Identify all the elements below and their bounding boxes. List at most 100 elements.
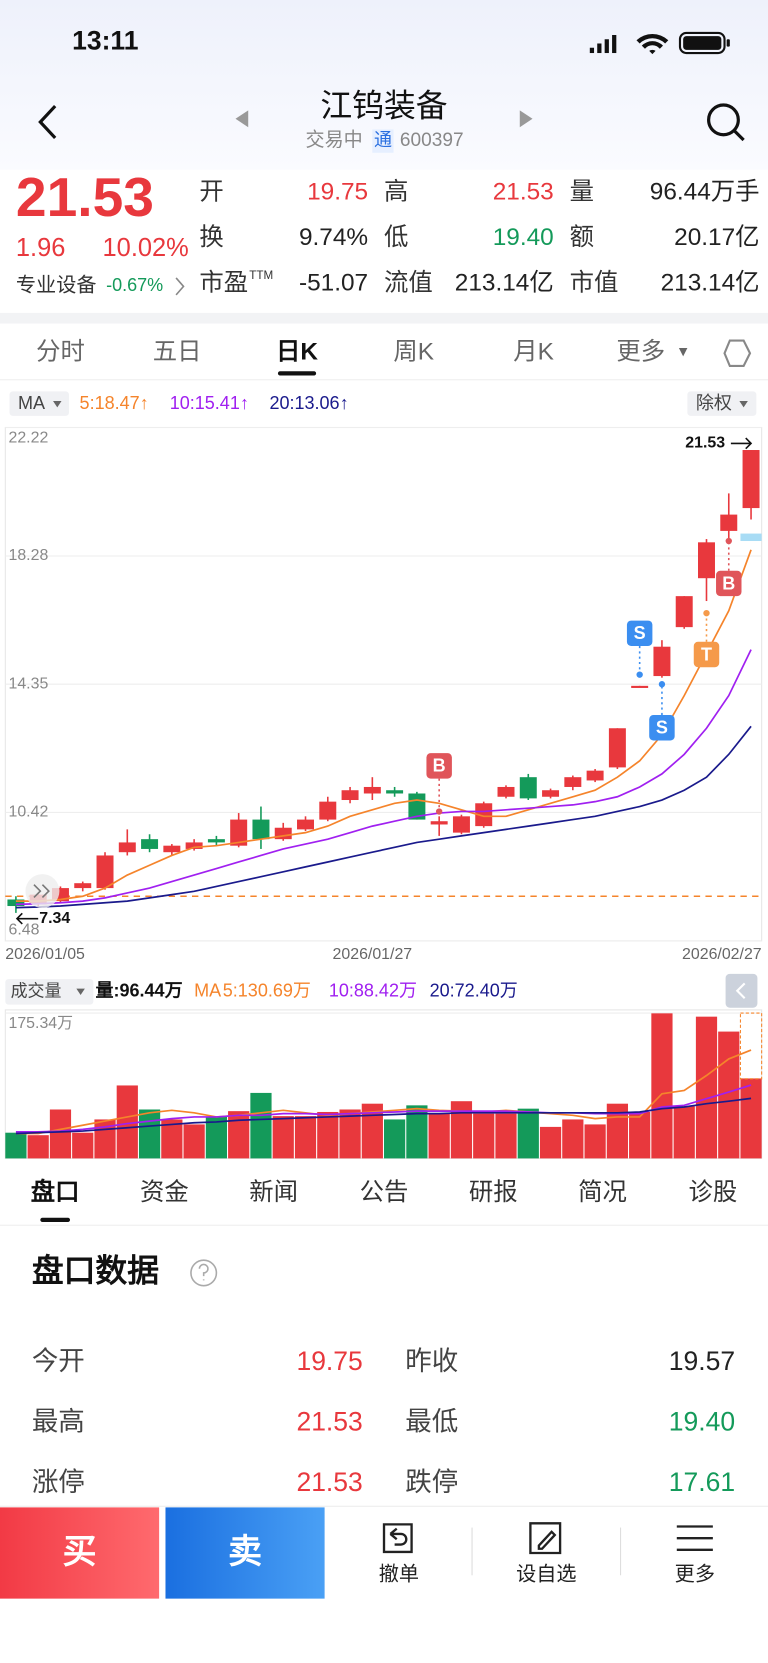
volume-bar (339, 1109, 361, 1159)
info-tab[interactable]: 诊股 (688, 1179, 737, 1206)
candle-body (319, 801, 337, 820)
search-button[interactable] (707, 103, 745, 142)
panel-value: 19.75 (296, 1346, 362, 1376)
info-tab[interactable]: 简况 (578, 1179, 627, 1206)
info-tab[interactable]: 新闻 (249, 1179, 298, 1206)
action-label[interactable]: 撤单 (379, 1563, 419, 1586)
field-label: 换 (199, 224, 223, 251)
help-mark (198, 1263, 209, 1281)
period-tab[interactable]: 更多 (616, 339, 665, 366)
industry-pct: -0.67% (106, 275, 163, 295)
field-value: 19.40 (493, 224, 554, 251)
x-tick-label: 2026/01/05 (5, 946, 85, 963)
action-label[interactable]: 更多 (675, 1563, 715, 1586)
signal-dot (725, 537, 732, 545)
change: 1.96 (16, 234, 66, 262)
volume-select[interactable] (5, 979, 94, 1005)
volume-bar (517, 1108, 539, 1159)
info-tab[interactable]: 公告 (360, 1179, 409, 1206)
tab-underline (277, 371, 317, 376)
info-tab[interactable]: 研报 (469, 1179, 518, 1206)
candle-body (631, 685, 649, 688)
panel-label: 跌停 (405, 1467, 458, 1497)
candle-body (519, 777, 537, 799)
industry: 专业设备 (16, 274, 97, 297)
candle-body (386, 790, 404, 794)
candle-body (452, 816, 470, 833)
field-value: 9.74% (299, 224, 368, 251)
action-label[interactable]: 设自选 (516, 1563, 576, 1586)
candle-body (653, 646, 671, 677)
action-icon[interactable] (529, 1522, 562, 1555)
panel-label: 今开 (32, 1346, 85, 1376)
status-icons (589, 31, 730, 55)
action-icon[interactable] (382, 1523, 413, 1554)
signal-label: S (656, 718, 668, 738)
volume-bar (228, 1111, 250, 1159)
y-tick-label: 14.35 (8, 675, 48, 692)
volume-bar (384, 1119, 406, 1159)
caret (739, 400, 748, 408)
stock-code: 600397 (400, 130, 464, 151)
field-value: -51.07 (299, 270, 368, 297)
high-label: 21.53 (685, 435, 725, 452)
panel-value: 19.40 (669, 1407, 735, 1437)
candle-body (698, 542, 715, 579)
caret (76, 988, 85, 996)
settings-icon[interactable] (723, 339, 752, 368)
y-tick-label: 175.34万 (8, 1015, 73, 1032)
tab-underline (40, 1217, 71, 1223)
volume-bar (361, 1103, 383, 1159)
caret (53, 400, 62, 408)
period-tab[interactable]: 周K (393, 339, 434, 366)
volume-ma-legend: 20:72.40万 (430, 981, 518, 1001)
volume-bar (138, 1109, 161, 1159)
adjust-select[interactable] (687, 391, 757, 416)
candle-body (163, 845, 181, 853)
volume-bar (72, 1132, 94, 1159)
signal-dot (658, 681, 666, 688)
next-stock[interactable] (519, 110, 533, 128)
indicator-select[interactable] (9, 391, 69, 416)
volume-ma-legend: 5:130.69万 (223, 981, 311, 1001)
signal-label: B (433, 756, 446, 776)
prev-stock[interactable] (235, 110, 249, 128)
period-tab[interactable]: 日K (276, 339, 318, 366)
back-button[interactable] (38, 104, 57, 139)
period-tab[interactable]: 五日 (153, 339, 202, 366)
field-value: 213.14亿 (455, 270, 554, 297)
buy-button[interactable] (0, 1507, 160, 1599)
help-icon[interactable] (190, 1259, 218, 1287)
volume-bar (673, 1106, 695, 1159)
period-tab[interactable]: 月K (513, 339, 554, 366)
action-icon[interactable] (676, 1525, 713, 1551)
signal-badge (693, 641, 720, 668)
volume-bar (584, 1124, 606, 1159)
period-tab[interactable]: 分时 (36, 339, 85, 366)
info-tab[interactable]: 盘口 (31, 1178, 80, 1206)
panel-value: 17.61 (669, 1467, 735, 1497)
volume-bar (183, 1124, 205, 1159)
scroll-button[interactable] (25, 874, 60, 909)
panel-title: 盘口数据 (32, 1252, 159, 1288)
x-tick-label: 2026/02/27 (682, 946, 762, 963)
field-label: 高 (384, 179, 408, 206)
candle-body (274, 827, 292, 840)
collapse-button[interactable] (725, 973, 758, 1008)
volume-bar (161, 1119, 183, 1159)
clock: 13:11 (72, 25, 138, 55)
divider (0, 312, 768, 324)
field-sup: TTM (249, 269, 273, 282)
signal-label: B (722, 573, 735, 593)
industry-arrow[interactable] (175, 277, 185, 296)
volume-bar (317, 1111, 339, 1159)
candle-body (185, 842, 203, 849)
candle-body (7, 899, 25, 907)
x-tick-label: 2026/01/27 (333, 946, 413, 963)
field-label: 量 (570, 179, 594, 206)
panel-label: 昨收 (405, 1346, 458, 1376)
info-tab[interactable]: 资金 (140, 1179, 189, 1206)
candle-body (608, 728, 626, 768)
field-label: 低 (384, 224, 408, 251)
sell-button[interactable] (165, 1507, 325, 1599)
